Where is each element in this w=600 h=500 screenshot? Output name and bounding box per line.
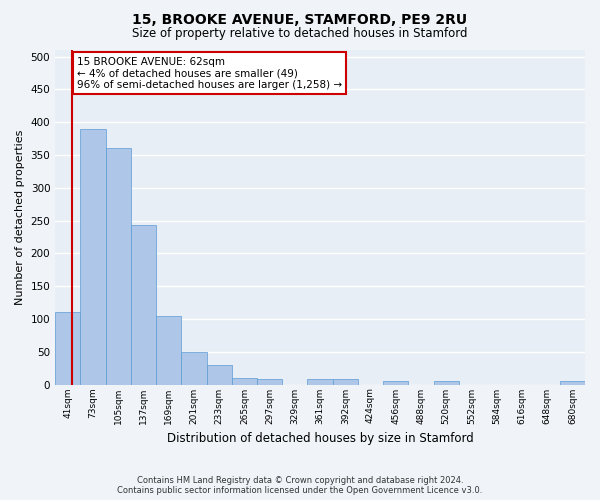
Bar [257,380,282,384]
Bar [131,225,156,384]
Text: 15 BROOKE AVENUE: 62sqm
← 4% of detached houses are smaller (49)
96% of semi-det: 15 BROOKE AVENUE: 62sqm ← 4% of detached… [77,56,342,90]
Bar [80,128,106,384]
Bar [434,381,459,384]
Text: Size of property relative to detached houses in Stamford: Size of property relative to detached ho… [132,28,468,40]
Bar [206,365,232,384]
Bar [307,380,332,384]
Text: Contains HM Land Registry data © Crown copyright and database right 2024.
Contai: Contains HM Land Registry data © Crown c… [118,476,482,495]
Bar [181,352,206,384]
Bar [156,316,181,384]
Bar [106,148,131,384]
Bar [332,380,358,384]
Text: 15, BROOKE AVENUE, STAMFORD, PE9 2RU: 15, BROOKE AVENUE, STAMFORD, PE9 2RU [133,12,467,26]
Bar [55,312,80,384]
Bar [560,381,585,384]
Y-axis label: Number of detached properties: Number of detached properties [15,130,25,305]
X-axis label: Distribution of detached houses by size in Stamford: Distribution of detached houses by size … [167,432,473,445]
Bar [232,378,257,384]
Bar [383,381,409,384]
